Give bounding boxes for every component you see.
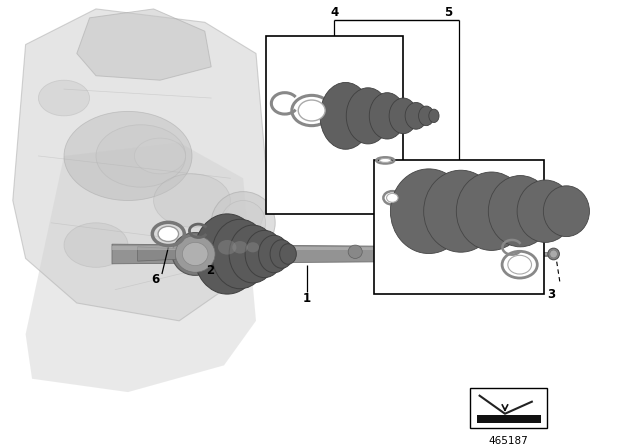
Ellipse shape — [38, 80, 90, 116]
Polygon shape — [112, 244, 538, 264]
Text: 5: 5 — [444, 5, 452, 18]
Ellipse shape — [172, 233, 218, 276]
Ellipse shape — [517, 180, 573, 242]
Ellipse shape — [458, 234, 490, 265]
Ellipse shape — [221, 201, 266, 245]
Ellipse shape — [422, 224, 464, 276]
Ellipse shape — [508, 255, 531, 274]
Ellipse shape — [218, 240, 236, 254]
Ellipse shape — [64, 112, 192, 201]
Ellipse shape — [369, 93, 405, 139]
Ellipse shape — [259, 235, 289, 273]
Ellipse shape — [298, 100, 325, 121]
Ellipse shape — [387, 194, 398, 202]
Ellipse shape — [229, 225, 276, 283]
Text: 4: 4 — [330, 5, 339, 18]
Polygon shape — [112, 246, 538, 250]
Ellipse shape — [548, 248, 559, 260]
Ellipse shape — [405, 103, 427, 129]
Polygon shape — [138, 247, 176, 261]
Text: 3: 3 — [548, 288, 556, 301]
Ellipse shape — [346, 88, 390, 144]
Ellipse shape — [424, 170, 498, 252]
Ellipse shape — [456, 220, 504, 279]
Polygon shape — [492, 248, 525, 260]
Ellipse shape — [406, 230, 439, 269]
Text: 465187: 465187 — [489, 436, 529, 446]
Ellipse shape — [390, 169, 467, 254]
Bar — [374, 160, 544, 294]
Ellipse shape — [154, 174, 230, 227]
Ellipse shape — [439, 220, 488, 279]
Ellipse shape — [389, 98, 417, 134]
Ellipse shape — [158, 226, 179, 241]
Polygon shape — [26, 142, 256, 392]
Ellipse shape — [543, 186, 589, 237]
Ellipse shape — [348, 245, 362, 258]
Ellipse shape — [488, 176, 552, 247]
Ellipse shape — [212, 219, 268, 289]
Ellipse shape — [447, 219, 497, 280]
Ellipse shape — [270, 240, 293, 268]
Ellipse shape — [455, 232, 492, 267]
Text: 6: 6 — [152, 273, 159, 286]
Polygon shape — [77, 9, 211, 80]
Text: 1: 1 — [303, 292, 311, 305]
Ellipse shape — [211, 192, 275, 254]
Ellipse shape — [320, 82, 371, 149]
Ellipse shape — [413, 226, 452, 273]
Ellipse shape — [430, 221, 476, 278]
Ellipse shape — [134, 138, 186, 174]
Ellipse shape — [64, 223, 128, 267]
Polygon shape — [13, 9, 269, 321]
Ellipse shape — [456, 172, 527, 250]
Ellipse shape — [280, 244, 296, 264]
Ellipse shape — [194, 214, 260, 294]
Bar — [266, 36, 403, 214]
Text: 2: 2 — [206, 263, 214, 276]
Ellipse shape — [380, 159, 391, 163]
Ellipse shape — [429, 109, 439, 123]
Bar — [470, 388, 547, 428]
Bar — [477, 415, 541, 423]
Ellipse shape — [550, 250, 557, 258]
Ellipse shape — [419, 106, 434, 125]
Ellipse shape — [175, 236, 215, 272]
Ellipse shape — [246, 242, 259, 252]
Ellipse shape — [232, 241, 248, 254]
Ellipse shape — [182, 242, 208, 266]
Ellipse shape — [96, 125, 186, 187]
Ellipse shape — [245, 230, 284, 278]
